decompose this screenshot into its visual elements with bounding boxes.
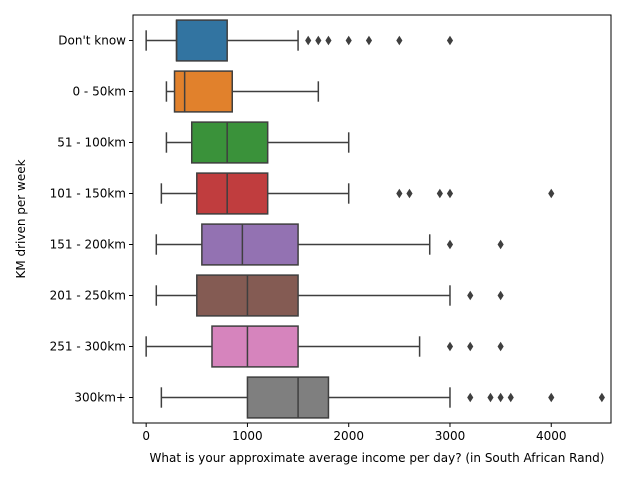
outlier-point [467, 341, 474, 352]
y-tick-label: 151 - 200km [50, 238, 126, 252]
boxes-layer [145, 19, 605, 419]
outlier-point [406, 188, 413, 199]
outlier-point [548, 188, 555, 199]
outlier-point [507, 392, 514, 403]
y-tick-label: Don't know [58, 34, 126, 48]
x-tick-label: 3000 [435, 429, 466, 443]
x-tick-label: 4000 [536, 429, 567, 443]
iqr-box [173, 70, 233, 113]
outlier-point [467, 290, 474, 301]
iqr-box [246, 376, 330, 419]
iqr-box [190, 121, 269, 164]
outlier-point [497, 290, 504, 301]
outlier-point [345, 35, 352, 46]
outlier-point [446, 239, 454, 250]
y-axis-label: KM driven per week [14, 159, 28, 278]
outlier-point [446, 188, 454, 199]
outlier-point [396, 35, 403, 46]
y-axis-ticks: Don't know 0 - 50km 51 - 100km 101 - 150km 1… [50, 34, 133, 405]
outlier-point [305, 35, 312, 46]
outlier-point [497, 341, 504, 352]
x-tick-label: 2000 [333, 429, 364, 443]
outlier-point [325, 35, 332, 46]
box-group [160, 376, 605, 419]
y-tick-label: 251 - 300km [50, 340, 126, 354]
iqr-box [175, 19, 228, 62]
box-group [165, 121, 350, 164]
outlier-point [365, 35, 373, 46]
outlier-point [467, 392, 474, 403]
x-tick-label: 0 [142, 429, 150, 443]
iqr-box [201, 223, 299, 266]
y-tick-label: 201 - 250km [50, 289, 126, 303]
box-group [145, 19, 454, 62]
y-tick-label: 0 - 50km [72, 85, 126, 99]
outlier-point [497, 392, 504, 403]
x-axis-label: What is your approximate average income … [150, 451, 605, 465]
outlier-point [598, 392, 605, 403]
outlier-point [497, 239, 504, 250]
outlier-point [487, 392, 494, 403]
outlier-point [446, 341, 454, 352]
y-tick-label: 51 - 100km [57, 136, 126, 150]
box-group [155, 223, 504, 266]
y-tick-label: 300km+ [74, 391, 126, 405]
y-tick-label: 101 - 150km [50, 187, 126, 201]
box-group [145, 325, 504, 368]
box-group [160, 172, 555, 215]
plot-frame [132, 14, 612, 424]
outlier-point [396, 188, 403, 199]
outlier-point [446, 35, 454, 46]
outlier-point [315, 35, 322, 46]
x-tick-label: 1000 [232, 429, 263, 443]
outlier-point [548, 392, 555, 403]
box-group [155, 274, 504, 317]
iqr-box [196, 172, 269, 215]
x-axis-ticks: 0 1000 2000 3000 4000 [142, 423, 567, 443]
outlier-point [436, 188, 443, 199]
box-group [165, 70, 320, 113]
iqr-box [211, 325, 299, 368]
